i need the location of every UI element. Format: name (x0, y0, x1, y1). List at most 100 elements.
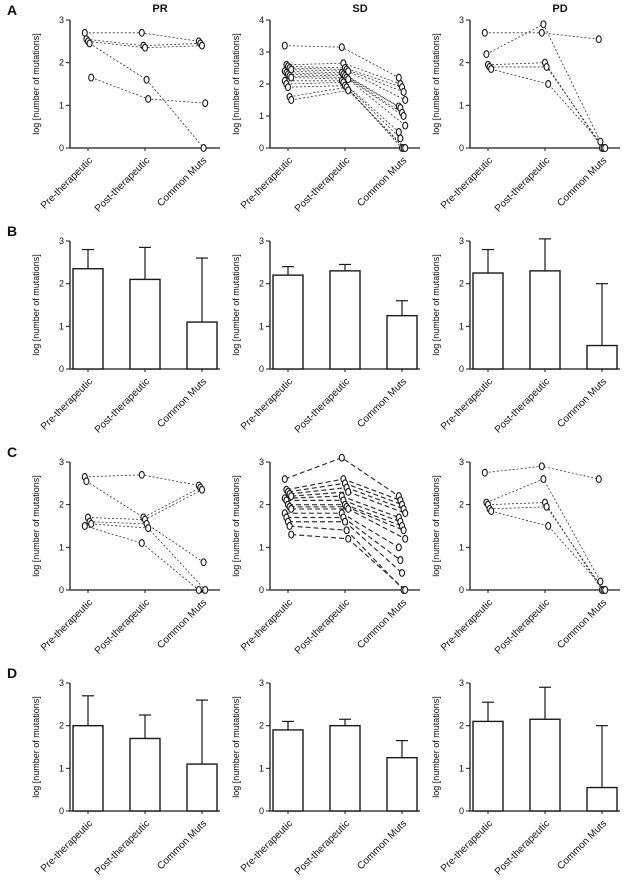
y-tick-label: 0 (59, 585, 64, 595)
bar (329, 270, 361, 370)
bar (129, 737, 161, 812)
data-point (595, 35, 602, 44)
y-tick-label: 2 (259, 279, 264, 289)
x-tick-label: Post-therapeutic (293, 818, 352, 877)
x-tick-label: Pre-therapeutic (39, 155, 95, 211)
data-point (286, 522, 293, 530)
panel-title: PD (552, 3, 567, 15)
data-point (400, 526, 407, 535)
data-point (288, 96, 295, 104)
data-point (538, 28, 545, 37)
data-point (481, 28, 488, 37)
data-point (288, 504, 295, 513)
data-point (288, 492, 295, 501)
x-tick-label: Post-therapeutic (93, 155, 152, 214)
x-tick-label: Pre-therapeutic (439, 818, 495, 874)
x-tick-label: Common Muts (155, 155, 209, 209)
y-tick-label: 0 (59, 364, 64, 374)
data-point (345, 487, 352, 496)
data-point (345, 504, 352, 513)
y-axis-label: log [number of mutations] (31, 33, 41, 135)
data-point (602, 586, 609, 594)
bar (329, 724, 361, 812)
data-point (195, 586, 202, 594)
x-tick-label: Common Muts (155, 597, 209, 651)
y-tick-label: 1 (59, 542, 64, 552)
data-point (200, 558, 207, 567)
y-tick-label: 0 (59, 806, 64, 816)
y-tick-label: 1 (259, 111, 264, 121)
y-tick-label: 1 (459, 100, 464, 110)
series-line (84, 525, 200, 591)
x-tick-label: Common Muts (155, 376, 209, 430)
x-tick-label: Post-therapeutic (493, 376, 552, 435)
panel-D-PR: 0 1 2 3 Pre-therapeutic Post-therapeutic Commo… (26, 663, 226, 884)
panel-B-SD: 0 1 2 3 Pre-therapeutic Post-therapeutic Commo… (226, 221, 426, 442)
series-line (487, 502, 603, 591)
data-point (402, 509, 409, 518)
data-point (488, 507, 495, 516)
x-tick-label: Pre-therapeutic (439, 376, 495, 432)
y-tick-label: 2 (259, 500, 264, 510)
series-line (486, 478, 601, 582)
bar (129, 278, 161, 370)
data-point (395, 543, 402, 552)
data-point (145, 524, 152, 533)
y-tick-label: 0 (459, 364, 464, 374)
data-point (141, 43, 149, 52)
data-point (481, 468, 488, 477)
y-tick-label: 1 (459, 763, 464, 773)
data-point (202, 586, 209, 594)
y-tick-label: 4 (259, 15, 264, 25)
y-tick-label: 2 (459, 721, 464, 731)
x-tick-label: Post-therapeutic (493, 818, 552, 877)
y-tick-label: 3 (459, 236, 464, 246)
y-tick-label: 2 (59, 58, 64, 68)
x-tick-label: Pre-therapeutic (439, 155, 495, 211)
x-tick-label: Common Muts (355, 155, 409, 209)
y-tick-label: 3 (59, 678, 64, 688)
x-tick-label: Post-therapeutic (493, 155, 552, 214)
x-tick-label: Pre-therapeutic (239, 818, 295, 874)
bar (272, 729, 304, 812)
row-label-D: D (7, 665, 18, 681)
data-point (138, 28, 145, 37)
series-line (487, 62, 603, 149)
y-tick-label: 1 (259, 542, 264, 552)
bar (472, 272, 504, 370)
y-tick-label: 2 (459, 58, 464, 68)
data-point (145, 94, 152, 103)
y-tick-label: 3 (259, 457, 264, 467)
bar (186, 321, 218, 370)
x-tick-label: Pre-therapeutic (39, 818, 95, 874)
panel-B-PD: 0 1 2 3 Pre-therapeutic Post-therapeutic Commo… (426, 221, 626, 442)
data-point (395, 128, 402, 136)
series-line (489, 66, 604, 149)
y-tick-label: 2 (59, 721, 64, 731)
figure-row-D: D 0 1 2 3 Pre-therapeutic Post-therapeutic Com… (0, 663, 629, 884)
panel-A-SD: 0 1 2 3 4 Pre-therapeutic Post-therapeutic Comm… (226, 0, 426, 221)
data-point (284, 83, 292, 92)
y-tick-label: 2 (259, 79, 264, 89)
bar (529, 270, 561, 370)
data-point (400, 112, 407, 120)
data-point (345, 75, 352, 84)
data-point (545, 522, 552, 530)
y-tick-label: 3 (59, 236, 64, 246)
series-line (291, 533, 406, 591)
x-tick-label: Post-therapeutic (493, 597, 552, 656)
data-point (402, 586, 409, 594)
data-point (88, 73, 95, 82)
y-tick-label: 3 (259, 678, 264, 688)
bar (272, 274, 304, 370)
data-point (538, 462, 545, 471)
data-point (198, 41, 206, 50)
panel-C-PR: 0 1 2 3 Pre-therapeutic Post-therapeutic Commo… (26, 442, 226, 663)
y-tick-label: 3 (459, 678, 464, 688)
data-point (397, 556, 404, 565)
data-point (402, 96, 409, 104)
